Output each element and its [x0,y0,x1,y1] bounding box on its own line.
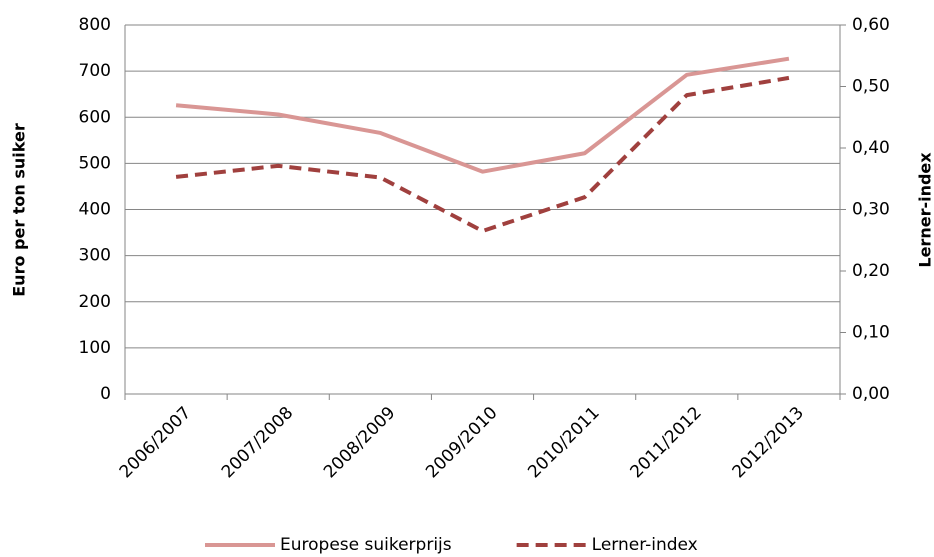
y-tick-label: 800 [79,15,111,35]
y2-tick-label: 0,20 [852,261,890,281]
y-tick-label: 700 [79,61,111,81]
y-tick-label: 600 [79,107,111,127]
y-axis-label: Euro per ton suiker [10,123,29,297]
y2-tick-label: 0,60 [852,15,890,35]
y2-tick-label: 0,00 [852,384,890,404]
y-tick-label: 400 [79,200,111,220]
data-line [175,56,790,174]
y2-axis-label: Lerner-index [916,152,934,268]
y2-tick-label: 0,50 [852,77,890,97]
legend-label: Europese suikerprijs [280,535,452,555]
y2-tick-label: 0,10 [852,323,890,343]
data-line [175,75,790,234]
y2-tick-label: 0,40 [852,138,890,158]
y-tick-label: 300 [79,246,111,266]
y-tick-label: 100 [79,338,111,358]
y-tick-label: 0 [100,384,111,404]
legend-label: Lerner-index [592,535,698,555]
y-tick-label: 200 [79,292,111,312]
y2-tick-label: 0,30 [852,200,890,220]
y-tick-label: 500 [79,153,111,173]
